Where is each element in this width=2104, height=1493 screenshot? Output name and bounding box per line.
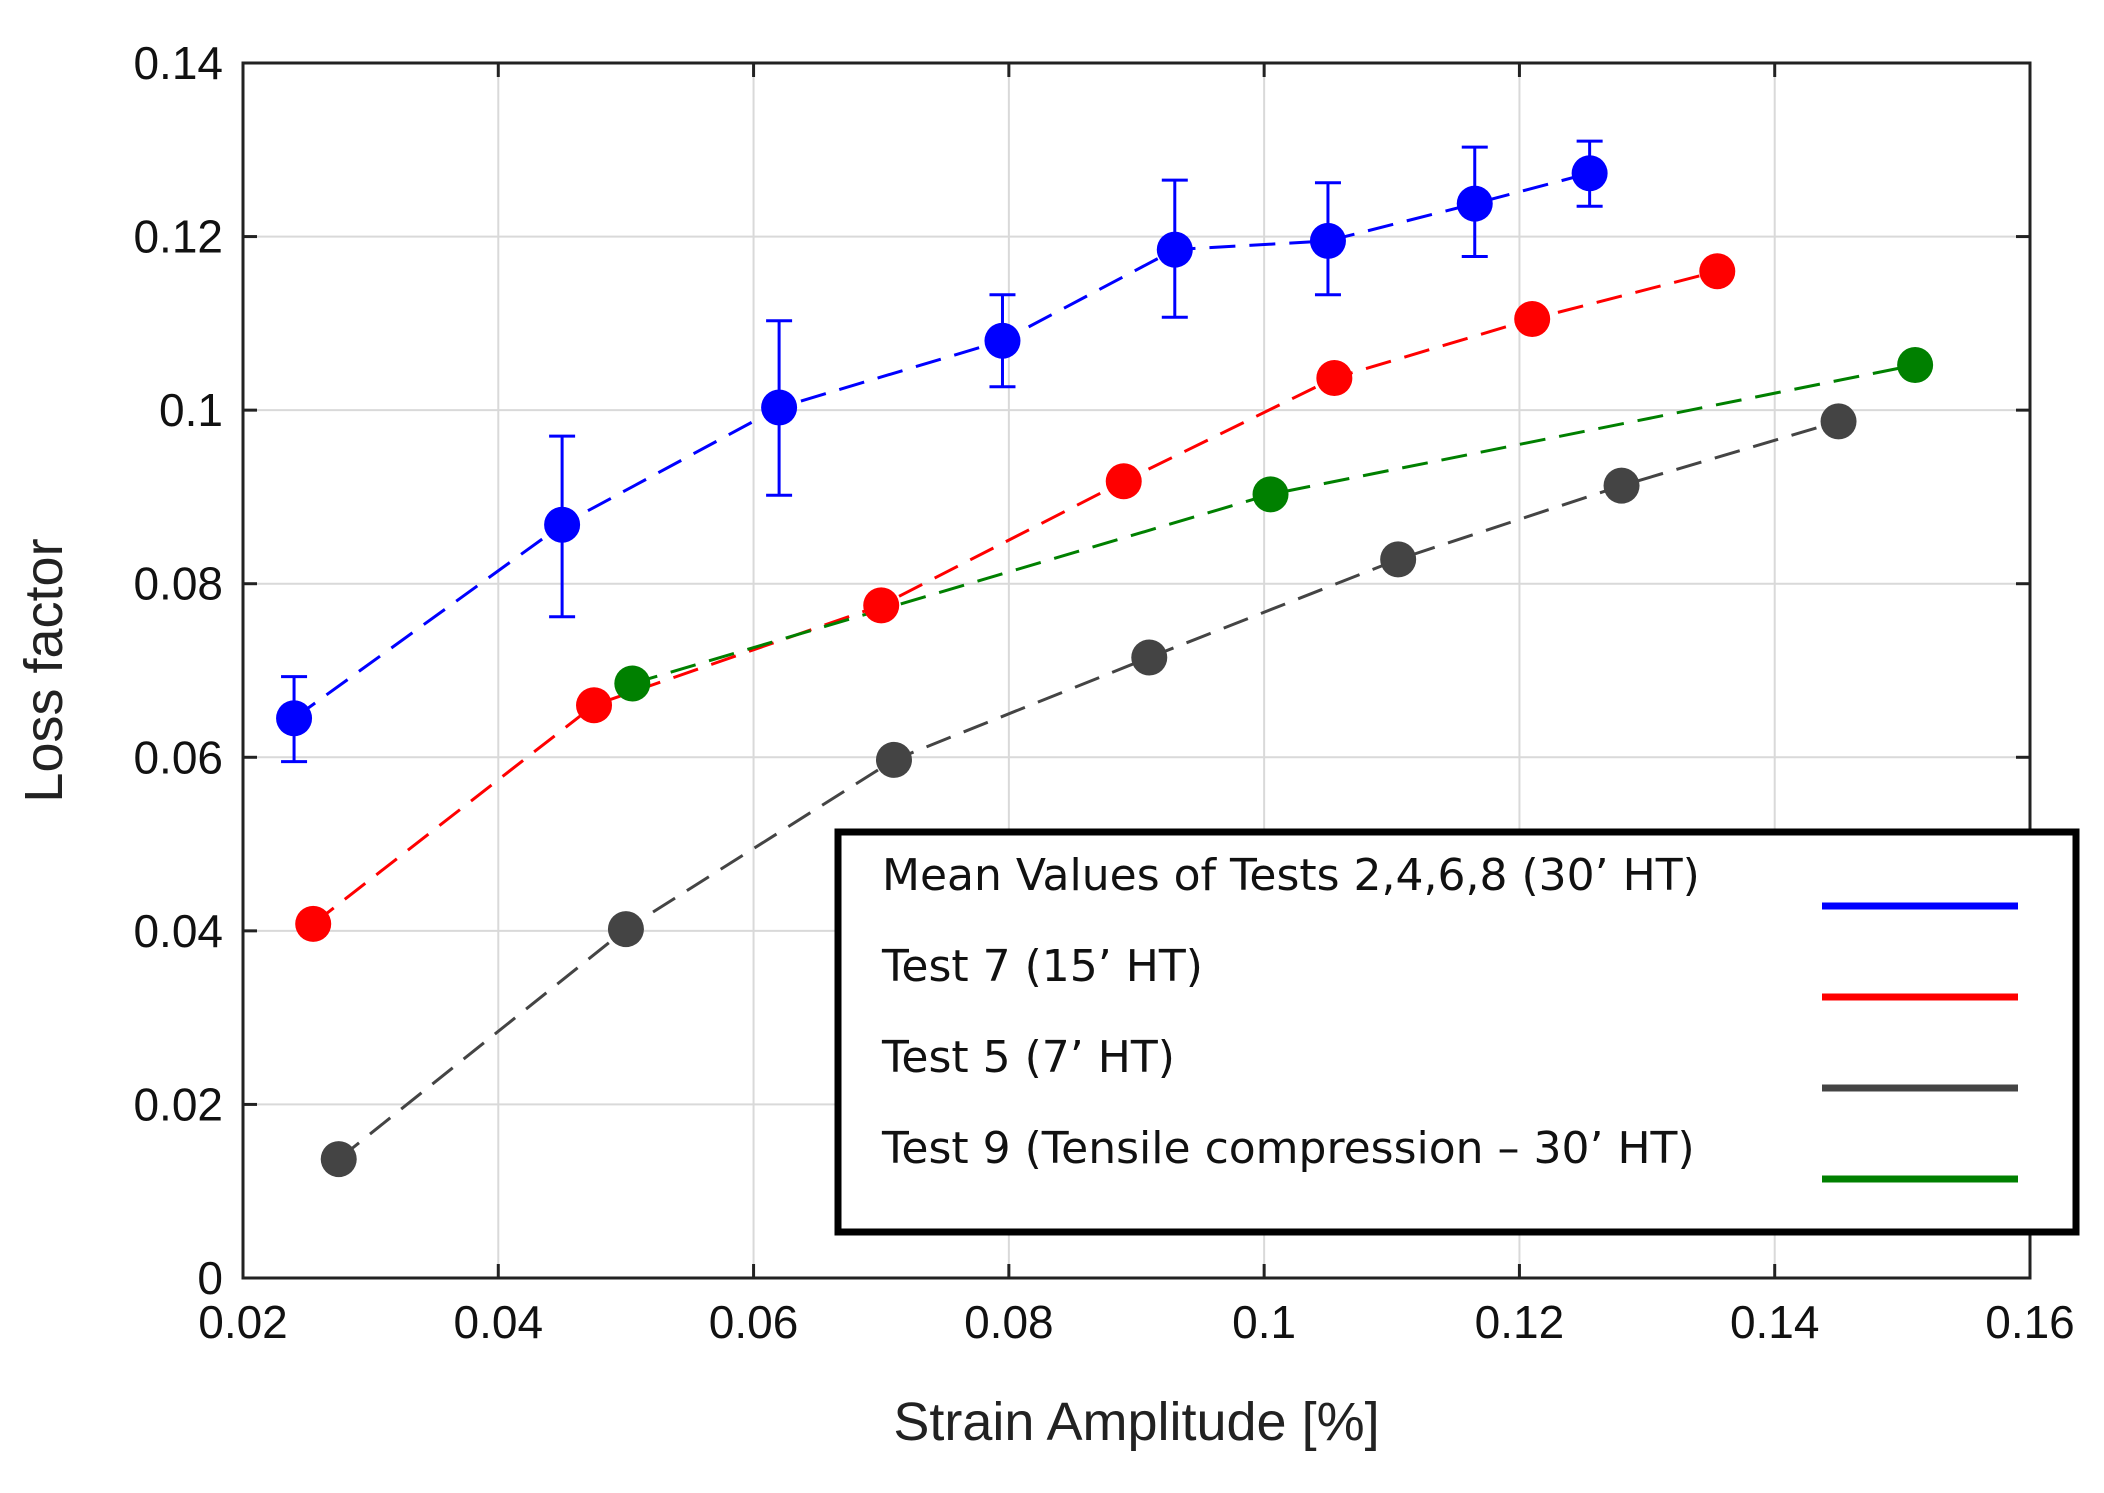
y-tick-label: 0.1 bbox=[159, 384, 223, 436]
y-tick-label: 0.08 bbox=[133, 558, 223, 610]
data-point bbox=[1156, 231, 1193, 268]
y-tick-label: 0.04 bbox=[133, 905, 223, 957]
data-point bbox=[1456, 185, 1493, 222]
x-tick-label: 0.08 bbox=[964, 1296, 1054, 1348]
data-point bbox=[295, 905, 332, 942]
series-line-0 bbox=[293, 171, 1591, 720]
data-point bbox=[614, 665, 651, 702]
data-point bbox=[761, 389, 798, 426]
y-tick-label: 0.14 bbox=[133, 37, 223, 89]
legend-label: Mean Values of Tests 2,4,6,8 (30’ HT) bbox=[882, 850, 1700, 901]
legend-label: Test 5 (7’ HT) bbox=[881, 1032, 1175, 1083]
data-point bbox=[544, 506, 581, 543]
error-bars bbox=[281, 139, 1603, 764]
legend-label: Test 7 (15’ HT) bbox=[881, 941, 1203, 992]
y-tick-label: 0.12 bbox=[133, 211, 223, 263]
data-point bbox=[576, 687, 613, 724]
data-point bbox=[1380, 541, 1417, 578]
series-line-3 bbox=[631, 363, 1916, 685]
x-tick-label: 0.12 bbox=[1475, 1296, 1565, 1348]
y-axis-title: Loss factor bbox=[14, 538, 74, 802]
data-point bbox=[1252, 476, 1289, 513]
data-point bbox=[1820, 403, 1857, 440]
x-tick-label: 0.04 bbox=[454, 1296, 544, 1348]
data-point bbox=[1603, 467, 1640, 504]
data-point bbox=[984, 322, 1021, 359]
y-tick-label: 0.06 bbox=[133, 731, 223, 783]
legend-label: Test 9 (Tensile compression – 30’ HT) bbox=[881, 1123, 1695, 1174]
y-tick-labels: 0 0.02 0.04 0.06 0.08 0.1 0.12 0.14 bbox=[133, 37, 223, 1304]
data-point bbox=[1105, 463, 1142, 500]
x-tick-label: 0.02 bbox=[198, 1296, 288, 1348]
data-point bbox=[607, 911, 644, 948]
x-tick-label: 0.06 bbox=[709, 1296, 799, 1348]
data-point bbox=[320, 1141, 357, 1178]
legend: Mean Values of Tests 2,4,6,8 (30’ HT) Tes… bbox=[834, 828, 2080, 1236]
data-point bbox=[1897, 347, 1934, 384]
x-tick-label: 0.16 bbox=[1985, 1296, 2075, 1348]
plot-frame bbox=[241, 61, 2032, 1280]
data-point bbox=[1514, 301, 1551, 338]
data-point bbox=[1699, 253, 1736, 290]
data-point bbox=[276, 700, 313, 737]
grid-lines bbox=[243, 63, 2030, 1278]
data-point bbox=[875, 741, 912, 778]
y-tick-label: 0.02 bbox=[133, 1078, 223, 1130]
x-tick-label: 0.14 bbox=[1730, 1296, 1820, 1348]
data-point bbox=[1131, 639, 1168, 676]
data-markers bbox=[276, 155, 1934, 1178]
series-line-1 bbox=[312, 269, 1718, 926]
data-point bbox=[863, 587, 900, 624]
data-point bbox=[1309, 222, 1346, 259]
legend-entries: Mean Values of Tests 2,4,6,8 (30’ HT) Tes… bbox=[881, 850, 2018, 1183]
y-tick-label: 0 bbox=[197, 1252, 223, 1304]
data-point bbox=[1316, 360, 1353, 397]
legend-box bbox=[834, 828, 2080, 1236]
x-axis-title: Strain Amplitude [%] bbox=[893, 1392, 1379, 1452]
x-tick-label: 0.1 bbox=[1232, 1296, 1296, 1348]
data-point bbox=[1571, 155, 1608, 192]
x-tick-labels: 0.02 0.04 0.06 0.08 0.1 0.12 0.14 0.16 bbox=[198, 1296, 2075, 1348]
